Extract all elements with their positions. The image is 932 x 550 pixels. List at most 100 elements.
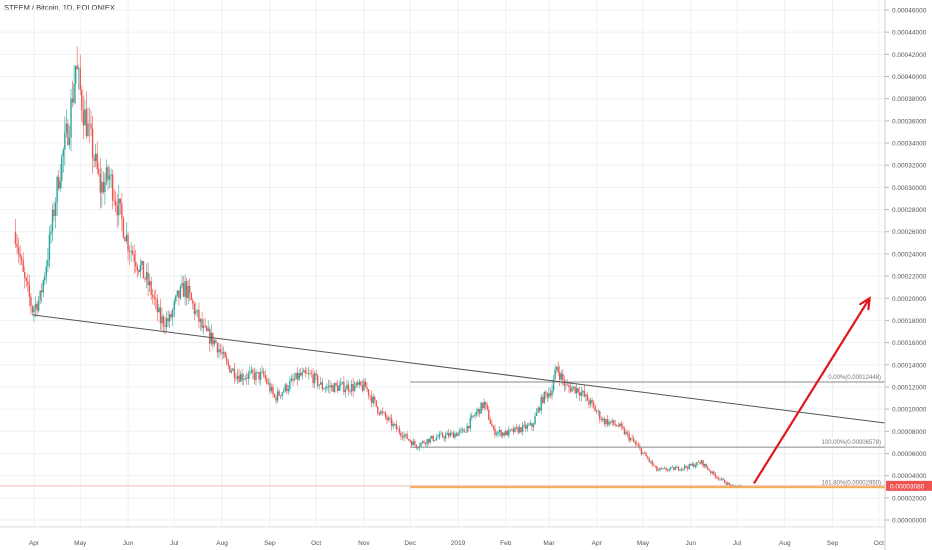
candle-body bbox=[347, 384, 350, 392]
candle-body bbox=[343, 381, 345, 393]
candle-body bbox=[723, 479, 726, 484]
candle-body bbox=[155, 298, 157, 300]
candle-body bbox=[438, 433, 441, 438]
candle-body bbox=[697, 462, 700, 463]
candle-body bbox=[269, 383, 271, 392]
candle-body bbox=[614, 424, 616, 426]
candle-body bbox=[596, 411, 598, 412]
candle-body bbox=[28, 284, 31, 297]
candle-body bbox=[653, 464, 655, 466]
candle-body bbox=[488, 409, 490, 420]
candle-body bbox=[246, 378, 248, 379]
candle-body bbox=[509, 429, 512, 431]
candle-body bbox=[394, 424, 396, 425]
candle-body bbox=[572, 386, 575, 388]
candle-body bbox=[141, 261, 143, 266]
candle-body bbox=[412, 441, 414, 446]
candle-body bbox=[534, 416, 536, 425]
candle-body bbox=[88, 123, 91, 125]
candle-body bbox=[85, 109, 88, 137]
candle-body bbox=[597, 411, 599, 412]
candle-body bbox=[514, 427, 516, 433]
candle-body bbox=[472, 415, 475, 417]
candle-body bbox=[676, 466, 678, 468]
candle-body bbox=[600, 419, 603, 421]
candle-body bbox=[528, 425, 530, 426]
candle-body bbox=[281, 392, 283, 397]
candle-body bbox=[437, 437, 439, 438]
candle-body bbox=[102, 181, 105, 193]
candle-body bbox=[383, 412, 385, 413]
candle-body bbox=[603, 418, 606, 424]
candle-body bbox=[588, 400, 590, 405]
candle-body bbox=[312, 374, 314, 384]
candle-body bbox=[700, 460, 703, 464]
candle-body bbox=[540, 397, 542, 411]
candle-body bbox=[457, 432, 459, 436]
candle-body bbox=[205, 326, 208, 331]
bullish-arrow[interactable] bbox=[753, 297, 871, 484]
candle-body bbox=[125, 234, 128, 242]
candle-body bbox=[409, 439, 411, 442]
trendline[interactable] bbox=[32, 314, 886, 424]
candle-body bbox=[381, 411, 384, 413]
candle-body bbox=[147, 272, 149, 286]
candle-body bbox=[156, 299, 159, 313]
candle-body bbox=[185, 281, 188, 299]
candle-body bbox=[443, 437, 445, 439]
candle-body bbox=[634, 441, 636, 444]
y-tick-label: 0.00016000 bbox=[892, 340, 927, 347]
candle-body bbox=[105, 167, 108, 182]
candle-body bbox=[693, 463, 695, 467]
candle-body bbox=[674, 467, 677, 470]
candle-body bbox=[306, 373, 308, 374]
candle-body bbox=[571, 387, 573, 392]
candle-body bbox=[594, 406, 596, 412]
y-tick-label: 0.00034000 bbox=[892, 141, 927, 148]
candle-body bbox=[213, 340, 216, 345]
candle-body bbox=[686, 467, 689, 469]
x-tick-label: Sep bbox=[264, 540, 276, 547]
candle-body bbox=[170, 314, 172, 318]
candle-body bbox=[326, 386, 328, 389]
candle-body bbox=[395, 424, 397, 429]
candle-body bbox=[720, 478, 723, 480]
candle-body bbox=[47, 259, 49, 267]
candle-body bbox=[84, 109, 86, 126]
candle-body bbox=[656, 466, 658, 471]
candle-body bbox=[264, 375, 266, 379]
candle-body bbox=[212, 332, 214, 345]
candle-body bbox=[535, 412, 538, 417]
candle-body bbox=[261, 371, 263, 373]
candle-body bbox=[444, 434, 447, 439]
candle-body bbox=[59, 180, 61, 189]
y-tick-label: 0.00012000 bbox=[892, 384, 927, 391]
y-tick-label: 0.00000000 bbox=[892, 518, 927, 525]
y-tick-label: 0.00002000 bbox=[892, 495, 927, 502]
candle-body bbox=[562, 373, 564, 380]
candle-body bbox=[255, 372, 257, 380]
candle-body bbox=[128, 251, 131, 252]
candle-body bbox=[592, 402, 595, 407]
y-tick-label: 0.00010000 bbox=[892, 407, 927, 414]
candle-body bbox=[625, 432, 627, 435]
candle-body bbox=[168, 314, 171, 322]
y-tick-label: 0.00008000 bbox=[892, 429, 927, 436]
candle-body bbox=[259, 372, 262, 380]
candle-body bbox=[253, 373, 256, 380]
candle-body bbox=[492, 426, 495, 429]
x-tick-label: May bbox=[74, 540, 87, 547]
candle-body bbox=[158, 307, 160, 313]
candle-body bbox=[78, 68, 80, 70]
candle-body bbox=[209, 328, 211, 344]
candle-body bbox=[670, 467, 672, 469]
candle-body bbox=[455, 433, 458, 436]
candle-body bbox=[358, 381, 360, 385]
candle-body bbox=[340, 383, 342, 386]
candle-body bbox=[238, 375, 240, 382]
candle-body bbox=[187, 285, 189, 299]
candle-body bbox=[64, 132, 66, 150]
candle-body bbox=[531, 423, 533, 427]
candle-body bbox=[215, 340, 217, 343]
